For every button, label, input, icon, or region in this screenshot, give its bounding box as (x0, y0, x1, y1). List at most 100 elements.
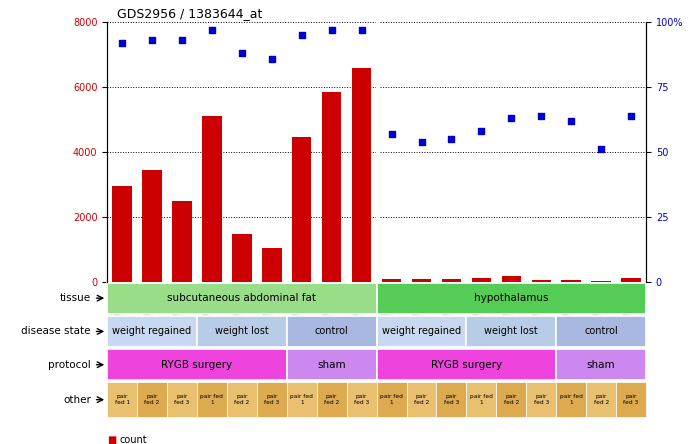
Point (386, 131, 397, 138)
Text: pair
fed 1: pair fed 1 (115, 394, 130, 405)
Bar (137, 382, 167, 417)
Text: weight regained: weight regained (382, 326, 461, 337)
Bar (197, 382, 227, 417)
Bar (167, 382, 197, 417)
Text: GSM206022: GSM206022 (293, 287, 302, 338)
Bar (442, 279, 461, 282)
Bar (466, 316, 556, 347)
Bar (107, 316, 197, 347)
Text: weight regained: weight regained (113, 326, 191, 337)
Bar (377, 316, 466, 347)
Text: GSM206024: GSM206024 (323, 287, 332, 338)
Bar (352, 67, 371, 282)
Bar (466, 382, 496, 417)
Point (506, 115, 517, 122)
Bar (502, 276, 521, 282)
Bar (262, 248, 281, 282)
Point (566, 117, 577, 124)
Bar (556, 349, 646, 381)
Bar (556, 382, 586, 417)
Text: pair
fed 3: pair fed 3 (623, 394, 638, 405)
Text: pair fed
1: pair fed 1 (200, 394, 223, 405)
Text: pair fed
1: pair fed 1 (380, 394, 403, 405)
Bar (496, 382, 527, 417)
Text: GSM206046: GSM206046 (473, 287, 482, 338)
Text: weight lost: weight lost (484, 326, 538, 337)
Text: GSM206044: GSM206044 (233, 287, 242, 338)
Text: protocol: protocol (48, 360, 91, 370)
Text: pair
fed 3: pair fed 3 (264, 394, 279, 405)
Text: pair
fed 2: pair fed 2 (324, 394, 339, 405)
Text: pair fed
1: pair fed 1 (470, 394, 493, 405)
Bar (142, 170, 162, 282)
Bar (412, 279, 431, 282)
Text: pair
fed 2: pair fed 2 (414, 394, 429, 405)
Bar (377, 382, 406, 417)
Text: GSM206028: GSM206028 (622, 287, 631, 338)
Text: GSM206050: GSM206050 (532, 287, 541, 338)
Bar (257, 382, 287, 417)
Bar (586, 382, 616, 417)
Bar (202, 116, 222, 282)
Text: sham: sham (317, 360, 346, 370)
Bar (562, 280, 581, 282)
Text: ■: ■ (107, 435, 116, 444)
Text: disease state: disease state (21, 326, 91, 337)
Point (446, 135, 457, 143)
Point (416, 138, 427, 145)
Text: GSM206034: GSM206034 (383, 287, 392, 338)
Text: control: control (315, 326, 348, 337)
Text: GSM206049: GSM206049 (502, 287, 511, 338)
Bar (527, 382, 556, 417)
Text: pair
fed 3: pair fed 3 (444, 394, 459, 405)
Bar (377, 349, 556, 381)
Text: hypothalamus: hypothalamus (474, 293, 549, 303)
Bar (107, 349, 287, 381)
Text: pair
fed 2: pair fed 2 (234, 394, 249, 405)
Bar (107, 282, 377, 314)
Point (326, 27, 337, 34)
Bar (227, 382, 257, 417)
Text: other: other (63, 395, 91, 404)
Bar (591, 281, 611, 282)
Bar (437, 382, 466, 417)
Text: pair
fed 3: pair fed 3 (533, 394, 549, 405)
Text: GSM206045: GSM206045 (263, 287, 272, 338)
Text: control: control (585, 326, 618, 337)
Text: tissue: tissue (60, 293, 91, 303)
Point (207, 27, 218, 34)
Text: pair
fed 2: pair fed 2 (594, 394, 609, 405)
Text: GSM206043: GSM206043 (203, 287, 212, 338)
Bar (621, 278, 641, 282)
Bar (107, 382, 137, 417)
Point (356, 27, 367, 34)
Point (596, 146, 607, 153)
Point (476, 128, 487, 135)
Bar (197, 316, 287, 347)
Text: GSM206040: GSM206040 (173, 287, 182, 338)
Bar (287, 349, 377, 381)
Bar (292, 138, 312, 282)
Bar (531, 280, 551, 282)
Point (117, 40, 128, 47)
Bar (347, 382, 377, 417)
Bar (406, 382, 437, 417)
Point (536, 112, 547, 119)
Text: GSM206023: GSM206023 (562, 287, 571, 338)
Bar (316, 382, 347, 417)
Text: GSM206025: GSM206025 (592, 287, 601, 338)
Bar (172, 201, 191, 282)
Point (625, 112, 636, 119)
Text: GSM206036: GSM206036 (143, 287, 152, 338)
Point (236, 50, 247, 57)
Text: subcutaneous abdominal fat: subcutaneous abdominal fat (167, 293, 316, 303)
Text: RYGB surgery: RYGB surgery (431, 360, 502, 370)
Text: GSM206041: GSM206041 (442, 287, 451, 338)
Text: pair
fed 3: pair fed 3 (174, 394, 189, 405)
Bar (322, 92, 341, 282)
Text: pair
fed 2: pair fed 2 (504, 394, 519, 405)
Point (176, 37, 187, 44)
Bar (382, 279, 401, 282)
Text: sham: sham (587, 360, 616, 370)
Text: GDS2956 / 1383644_at: GDS2956 / 1383644_at (117, 7, 263, 20)
